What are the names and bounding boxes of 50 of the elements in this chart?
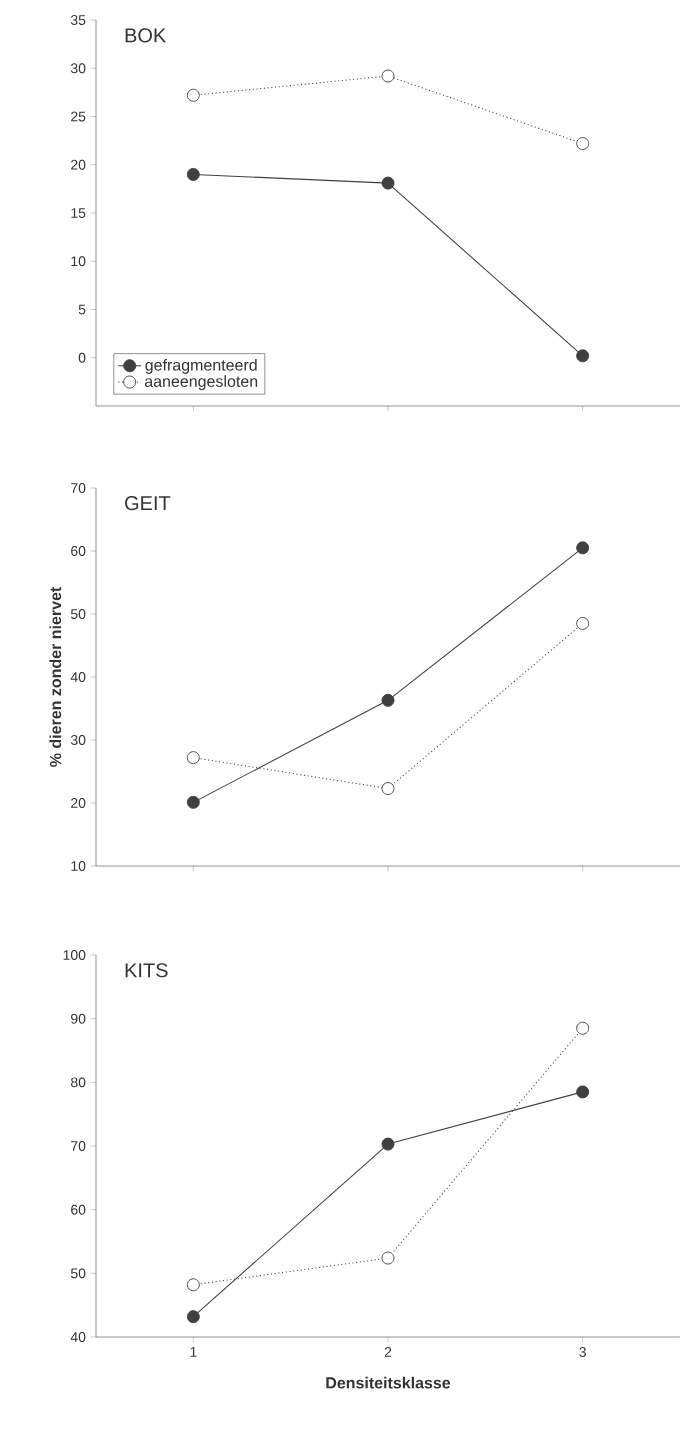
y-tick-label: 50 — [70, 1268, 86, 1279]
chart-title: KITS — [125, 963, 168, 978]
x-axis-title: Densiteitsklasse — [326, 1376, 451, 1389]
point — [576, 1085, 590, 1099]
point — [381, 782, 395, 795]
x-tick-label: 2 — [384, 1347, 392, 1357]
chart-title: GEIT — [125, 496, 171, 511]
point — [576, 616, 590, 630]
y-tick-label: 50 — [70, 609, 86, 619]
y-tick-label: 40 — [70, 1332, 86, 1342]
point — [186, 751, 200, 765]
y-tick-label: 25 — [71, 111, 86, 122]
y-tick-label: 0 — [78, 352, 86, 363]
point — [186, 167, 200, 181]
y-tick-label: 30 — [70, 735, 86, 745]
y-tick-label: 60 — [71, 546, 86, 556]
x-tick-label: 1 — [190, 1347, 197, 1357]
y-tick-label: 30 — [70, 63, 86, 74]
y-tick-label: 15 — [71, 208, 86, 218]
y-tick-label: 5 — [78, 304, 86, 315]
y-tick-label: 60 — [71, 1204, 86, 1215]
y-tick-label: 35 — [70, 15, 86, 25]
y-axis-title: % dieren zonder niervet — [49, 586, 62, 767]
point — [186, 1310, 200, 1324]
point — [381, 1137, 395, 1151]
y-tick-label: 90 — [71, 1013, 86, 1024]
y-tick-label: 40 — [70, 672, 86, 682]
y-tick-label: 70 — [71, 1141, 86, 1151]
y-tick-label: 100 — [63, 950, 86, 960]
point — [381, 693, 395, 707]
y-tick-label: 70 — [71, 483, 86, 493]
point — [576, 541, 590, 555]
point — [576, 137, 590, 150]
point — [576, 349, 590, 363]
legend-label: aaneengesloten — [144, 375, 258, 391]
point — [381, 176, 395, 190]
point — [186, 1278, 200, 1292]
x-tick-label: 3 — [579, 1347, 586, 1357]
point — [186, 88, 200, 102]
chart-title: BOK — [125, 28, 167, 43]
point — [381, 1251, 395, 1265]
y-tick-label: 10 — [71, 861, 86, 871]
y-tick-label: 10 — [71, 256, 86, 267]
y-tick-label: 20 — [71, 798, 86, 808]
legend-label: gefragmenteerd — [145, 358, 257, 374]
point — [186, 795, 200, 809]
y-tick-label: 20 — [71, 159, 86, 170]
y-tick-label: 80 — [70, 1077, 86, 1088]
point — [381, 69, 395, 83]
point — [576, 1021, 590, 1035]
